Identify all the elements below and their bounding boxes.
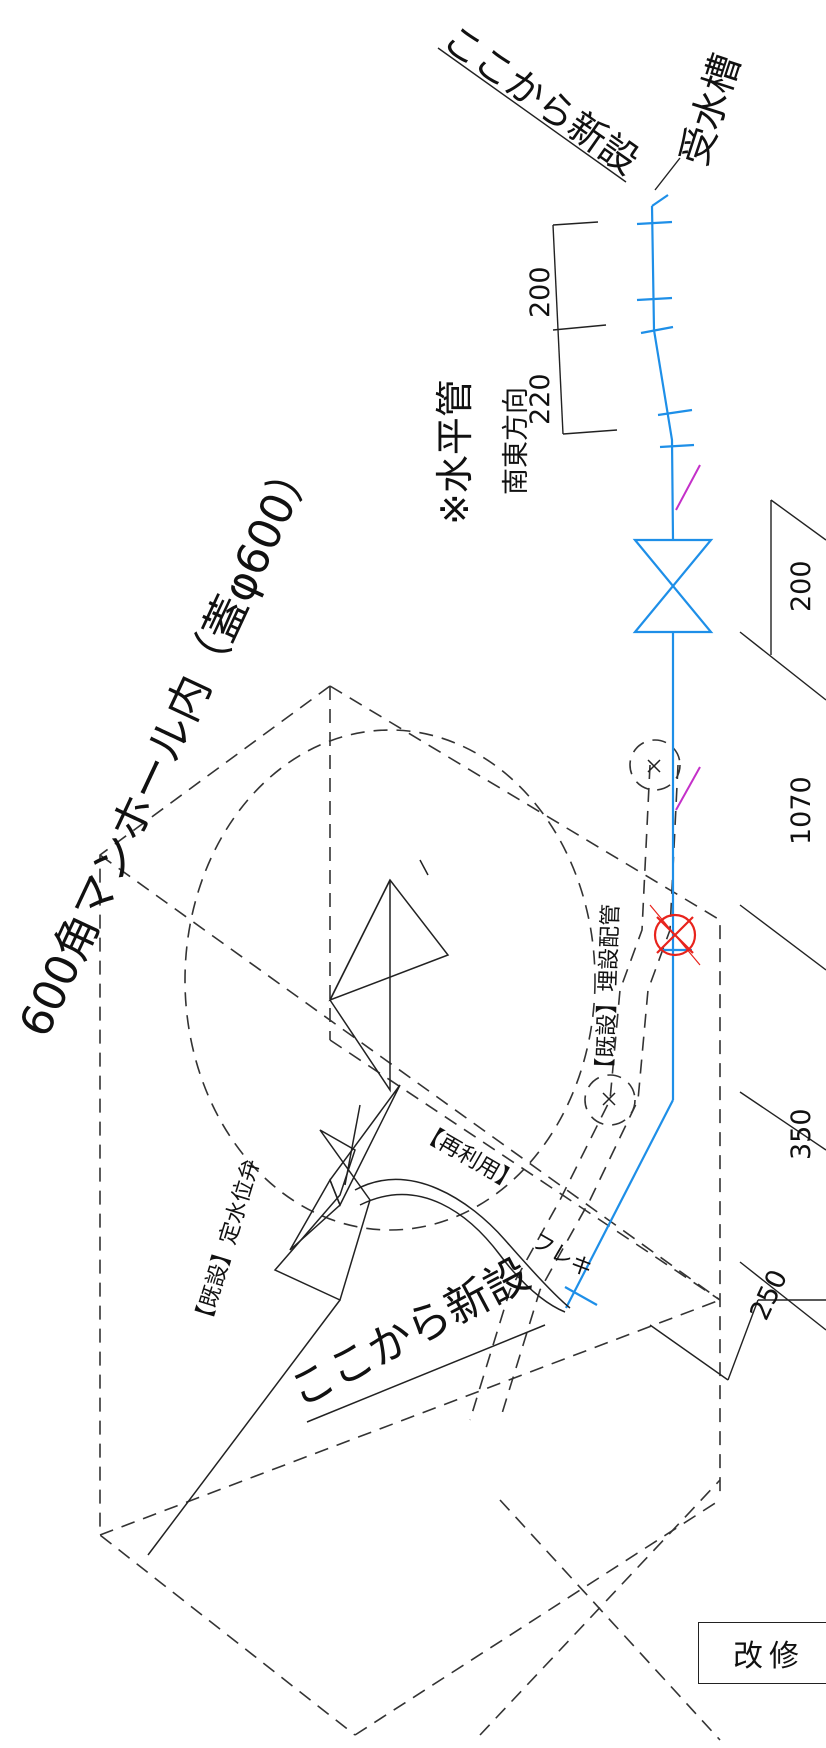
upper-dim-220: 220 xyxy=(525,373,556,425)
marker-stroke-upper xyxy=(675,464,701,511)
horizontal-pipe-label: ※水平管 xyxy=(433,379,477,525)
right-dimension-lines xyxy=(649,499,826,1381)
new-from-here-underline xyxy=(306,1324,546,1423)
joint-marks xyxy=(602,759,661,1106)
existing-valve-label: 【既設】定水位弁 xyxy=(190,1156,265,1332)
manhole-outline xyxy=(99,685,721,1741)
top-leader-lines xyxy=(437,47,681,191)
right-dim-350: 350 xyxy=(786,1108,817,1160)
manhole-lid-circle xyxy=(184,729,596,1231)
upper-dimension-lines xyxy=(552,221,618,435)
receiving-tank-label: 受水槽 xyxy=(672,49,749,171)
existing-valve-symbol xyxy=(147,859,571,1556)
new-from-here-top-label: ここから新設 xyxy=(435,16,647,183)
existing-buried-pipe xyxy=(469,739,681,1421)
revision-stamp: 改修 xyxy=(698,1622,826,1684)
new-blue-pipe xyxy=(564,194,714,1309)
upper-dim-200: 200 xyxy=(525,266,556,318)
south-east-label: 南東方向 xyxy=(501,387,532,495)
flex-label: フレキ xyxy=(527,1229,597,1284)
right-dim-200: 200 xyxy=(786,560,817,612)
revision-stamp-text: 改修 xyxy=(733,1639,805,1674)
marker-stroke-lower xyxy=(675,766,701,811)
removed-fitting-mark xyxy=(649,904,701,966)
existing-buried-label: 【既設】埋設配管 xyxy=(593,903,624,1080)
new-from-here-bottom-label: ここから新設 xyxy=(281,1249,538,1418)
right-dim-250: 250 xyxy=(744,1265,794,1325)
manhole-label: 600角マンホール内（蓋φ600） xyxy=(10,446,325,1045)
right-dim-1070: 1070 xyxy=(786,776,817,845)
